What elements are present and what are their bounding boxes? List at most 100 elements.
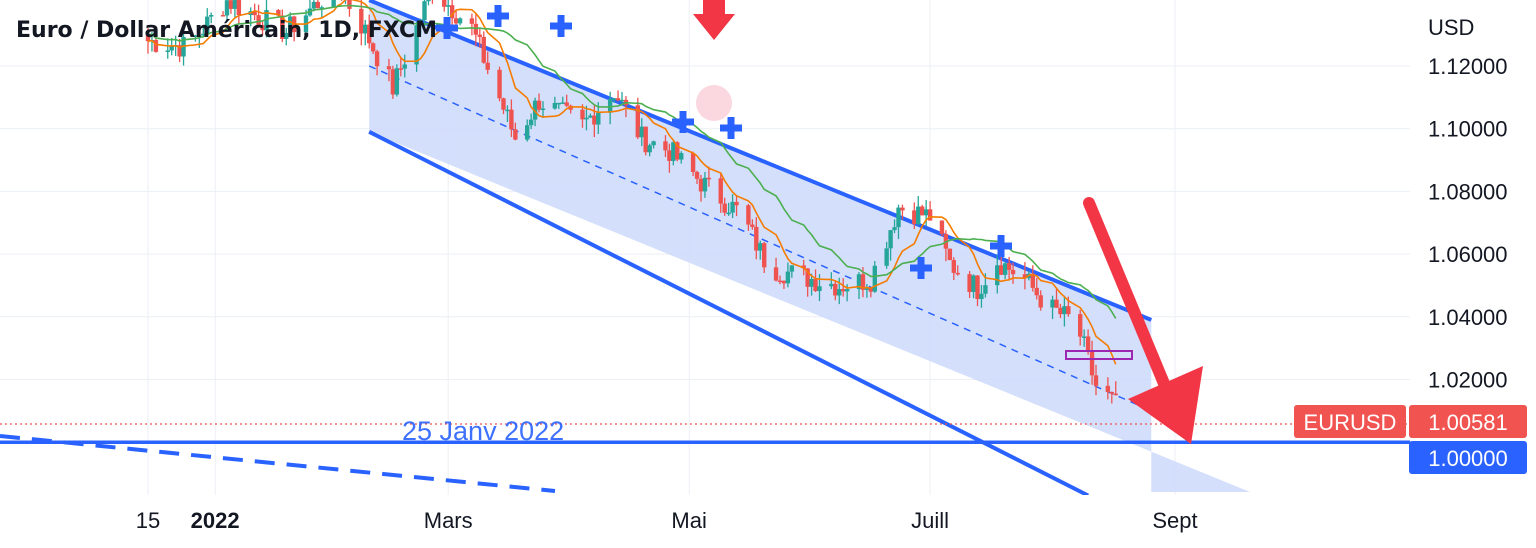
candle-body (746, 205, 751, 225)
candle-body (868, 288, 874, 292)
candle-body (789, 265, 795, 272)
price-channel (368, 0, 1250, 498)
candle-body (232, 0, 238, 9)
annotation-text: 25 Janv 2022 (402, 416, 564, 446)
candle-body (177, 45, 182, 57)
candle-body (1034, 287, 1039, 296)
candle-body (639, 126, 644, 138)
candle-body (690, 153, 696, 172)
candle-body (205, 16, 210, 34)
candle-body (359, 8, 364, 34)
candle-body (236, 0, 242, 16)
candle-body (501, 98, 506, 110)
candle-body (481, 36, 486, 63)
candle-body (422, 1, 427, 21)
symbol-tag-label: EURUSD (1304, 410, 1397, 435)
candle-body (773, 267, 779, 281)
candle-body (363, 24, 368, 34)
candle-body (584, 117, 589, 120)
candle-body (536, 100, 542, 110)
candle-body (829, 283, 834, 287)
candle-body (1062, 306, 1067, 315)
y-tick-label: 1.10000 (1428, 117, 1508, 142)
channel-upper-line (368, 0, 1153, 322)
level-price-tag (1409, 441, 1527, 474)
candle-body (734, 201, 739, 206)
candle-body (923, 209, 929, 216)
candle-body (457, 18, 463, 24)
candle-body (844, 288, 850, 292)
candle-body (398, 68, 403, 70)
candle-body (758, 243, 763, 251)
candle-body (817, 286, 822, 292)
candle-body (347, 0, 352, 9)
candle-body (916, 206, 921, 225)
candle-body (145, 34, 151, 42)
candle-body (647, 145, 652, 153)
candle-body (1113, 393, 1118, 396)
ma-fast-line (147, 0, 1117, 365)
candle-body (394, 68, 400, 95)
candle-body (615, 98, 621, 101)
candle-body (446, 5, 451, 7)
candle-body (509, 109, 514, 130)
candle-body (402, 64, 407, 69)
y-axis[interactable]: USD 1.12000 1.10000 1.08000 1.06000 1.04000 1.… (1294, 0, 1536, 548)
candle-body (390, 69, 396, 95)
candle-body (983, 285, 988, 294)
candle-body (596, 112, 601, 125)
candle-body (564, 102, 569, 106)
y-tick-label: 1.02000 (1428, 368, 1508, 393)
candle-body (1030, 273, 1035, 288)
candle-body (955, 272, 960, 275)
candle-body (781, 280, 787, 284)
level-price-label: 1.00000 (1428, 446, 1508, 471)
candle-body (453, 18, 459, 24)
candle-body (288, 16, 293, 33)
cross-marker-icon (672, 111, 694, 133)
candle-body (252, 11, 257, 16)
candle-body (872, 265, 877, 292)
arrow-forecast-shaft (1083, 197, 1176, 404)
candle-body (675, 142, 680, 160)
candle-body (1058, 307, 1063, 315)
x-tick-label: Mai (671, 508, 706, 533)
candle-body (785, 271, 791, 284)
x-axis[interactable]: 15 2022 Mars Mai Juill Sept (0, 495, 1536, 548)
y-tick-label: 1.04000 (1428, 305, 1508, 330)
old-trend-line (0, 434, 556, 493)
candle-body (671, 142, 676, 161)
candle-body (809, 279, 814, 287)
candle-body (706, 177, 712, 180)
candle-body (426, 0, 431, 2)
candle-body (552, 102, 558, 109)
candle-body (1105, 385, 1111, 392)
candle-body (837, 289, 842, 296)
candle-body (975, 275, 980, 300)
candle-body (1109, 391, 1114, 394)
candle-body (995, 265, 1000, 286)
candle-body (556, 102, 561, 105)
chart-title: Euro / Dollar Américain, 1D, FXCM (16, 18, 438, 43)
candle-body (197, 35, 202, 37)
candle-body (663, 141, 668, 151)
candle-body (833, 283, 838, 296)
channel-fill (369, 0, 1250, 492)
arrow-down-right-icon (1128, 366, 1203, 444)
candle-body (367, 24, 372, 44)
candle-body (722, 203, 727, 213)
candle-body (473, 23, 479, 35)
candle-body (841, 289, 846, 292)
cross-marker-icon (720, 117, 742, 139)
zone-rectangle (1065, 350, 1133, 360)
candle-body (1066, 306, 1071, 315)
candle-body (1054, 299, 1059, 308)
candle-body (1022, 274, 1028, 279)
candle-body (635, 105, 640, 138)
candle-body (939, 220, 945, 234)
candle-body (920, 206, 925, 216)
candle-body (805, 268, 810, 287)
candle-body (900, 207, 905, 211)
candle-body (449, 5, 455, 19)
